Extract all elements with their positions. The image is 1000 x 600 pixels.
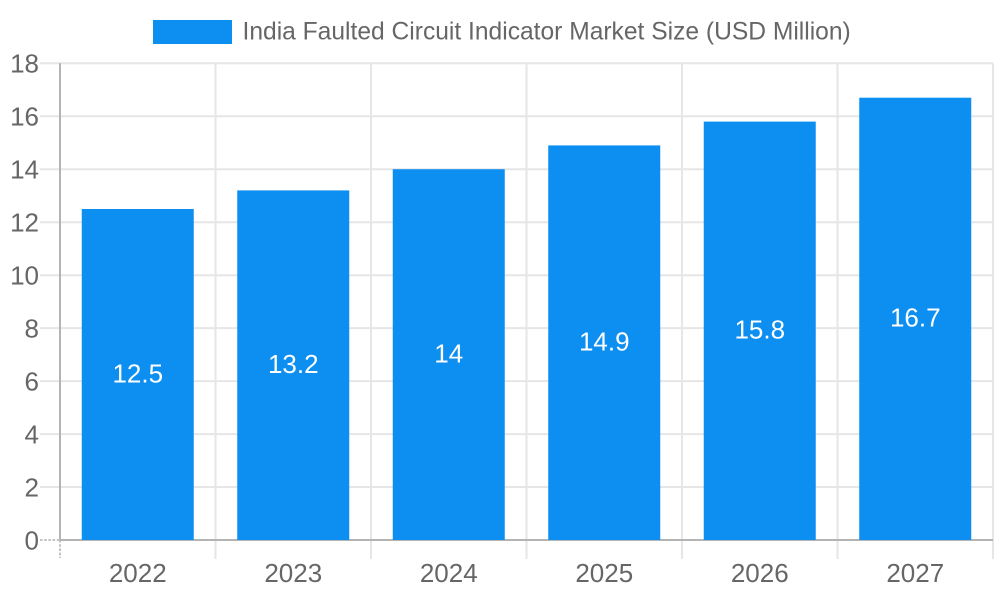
svg-text:2025: 2025 xyxy=(575,558,633,588)
svg-text:4: 4 xyxy=(25,419,39,449)
svg-text:2022: 2022 xyxy=(109,558,167,588)
svg-text:2027: 2027 xyxy=(886,558,944,588)
svg-text:2023: 2023 xyxy=(264,558,322,588)
svg-text:12.5: 12.5 xyxy=(112,358,163,388)
svg-text:14.9: 14.9 xyxy=(579,327,630,357)
svg-text:0: 0 xyxy=(25,525,39,555)
svg-text:10: 10 xyxy=(10,261,39,291)
svg-text:2: 2 xyxy=(25,472,39,502)
svg-text:8: 8 xyxy=(25,313,39,343)
svg-text:6: 6 xyxy=(25,366,39,396)
svg-text:12: 12 xyxy=(10,208,39,238)
svg-text:2024: 2024 xyxy=(420,558,478,588)
svg-text:14: 14 xyxy=(434,338,463,368)
svg-text:16.7: 16.7 xyxy=(890,303,941,333)
svg-text:16: 16 xyxy=(10,102,39,132)
svg-text:India Faulted Circuit Indicato: India Faulted Circuit Indicator Market S… xyxy=(243,19,851,46)
svg-text:15.8: 15.8 xyxy=(734,315,785,345)
svg-text:2026: 2026 xyxy=(731,558,789,588)
svg-text:14: 14 xyxy=(10,155,39,185)
svg-text:18: 18 xyxy=(10,49,39,79)
svg-text:13.2: 13.2 xyxy=(268,349,319,379)
